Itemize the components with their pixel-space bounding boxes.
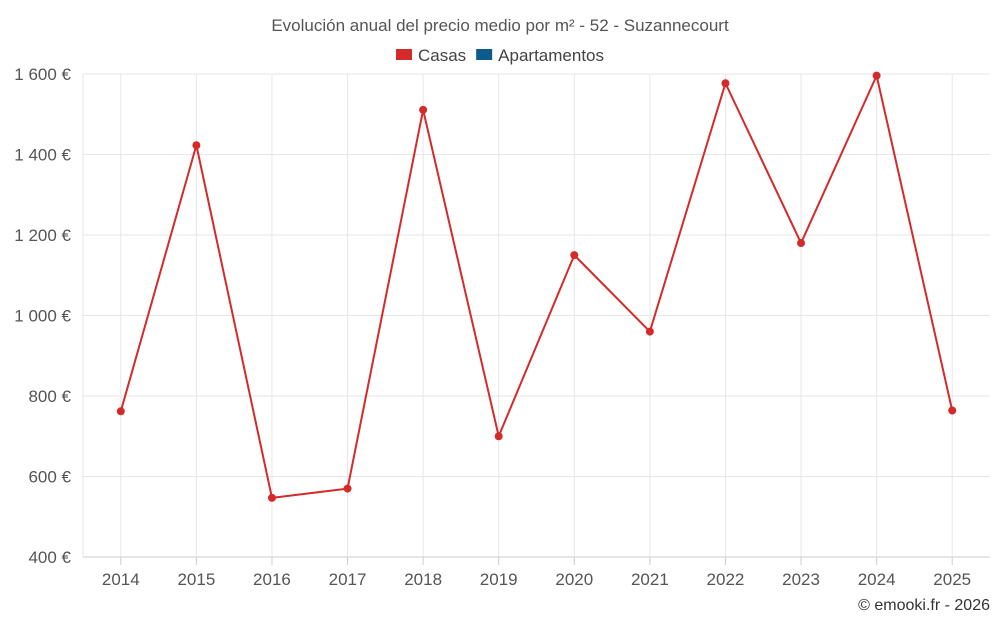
series-line-casas	[119, 74, 954, 499]
credit-text: © emooki.fr - 2026	[858, 597, 990, 614]
x-tick-label: 2022	[707, 570, 745, 589]
y-tick-label: 400 €	[28, 548, 71, 567]
x-tick-label: 2021	[631, 570, 669, 589]
legend-label[interactable]: Casas	[418, 46, 466, 65]
grid-lines	[82, 73, 990, 565]
data-point[interactable]	[797, 239, 806, 248]
x-tick-label: 2016	[253, 570, 291, 589]
x-tick-label: 2020	[555, 570, 593, 589]
x-tick-label: 2019	[480, 570, 518, 589]
legend-swatch	[476, 49, 493, 60]
x-tick-label: 2015	[177, 570, 215, 589]
data-point[interactable]	[645, 327, 654, 336]
x-tick-label: 2018	[404, 570, 442, 589]
x-axis: 2014 2015 2016 2017 2018 2019 2020 2021 2022 2023…	[102, 570, 971, 589]
x-tick-label: 2024	[858, 570, 896, 589]
chart-title: Evolución anual del precio medio por m² …	[271, 16, 729, 35]
data-point[interactable]	[494, 432, 503, 441]
y-tick-label: 1 400 €	[14, 146, 71, 165]
x-tick-label: 2025	[933, 570, 971, 589]
y-tick-label: 1 200 €	[14, 226, 71, 245]
y-tick-label: 800 €	[28, 387, 71, 406]
data-point[interactable]	[267, 493, 276, 502]
y-tick-label: 1 000 €	[14, 307, 71, 326]
data-point[interactable]	[721, 79, 730, 88]
series-layer	[116, 71, 957, 502]
y-axis: 400 € 600 € 800 € 1 000 € 1 200 € 1 400 € 1 60…	[14, 65, 71, 567]
data-point[interactable]	[116, 407, 125, 416]
data-point[interactable]	[570, 251, 579, 260]
data-point[interactable]	[192, 141, 201, 150]
data-point[interactable]	[948, 406, 957, 415]
data-point[interactable]	[419, 105, 428, 114]
legend-label[interactable]: Apartamentos	[498, 46, 604, 65]
x-tick-label: 2023	[782, 570, 820, 589]
y-tick-label: 1 600 €	[14, 65, 71, 84]
x-tick-label: 2014	[102, 570, 140, 589]
x-tick-label: 2017	[329, 570, 367, 589]
legend: Casas Apartamentos	[395, 46, 604, 65]
y-tick-label: 600 €	[28, 468, 71, 487]
data-point[interactable]	[343, 484, 352, 493]
legend-swatch	[395, 49, 412, 60]
data-point[interactable]	[872, 71, 881, 80]
